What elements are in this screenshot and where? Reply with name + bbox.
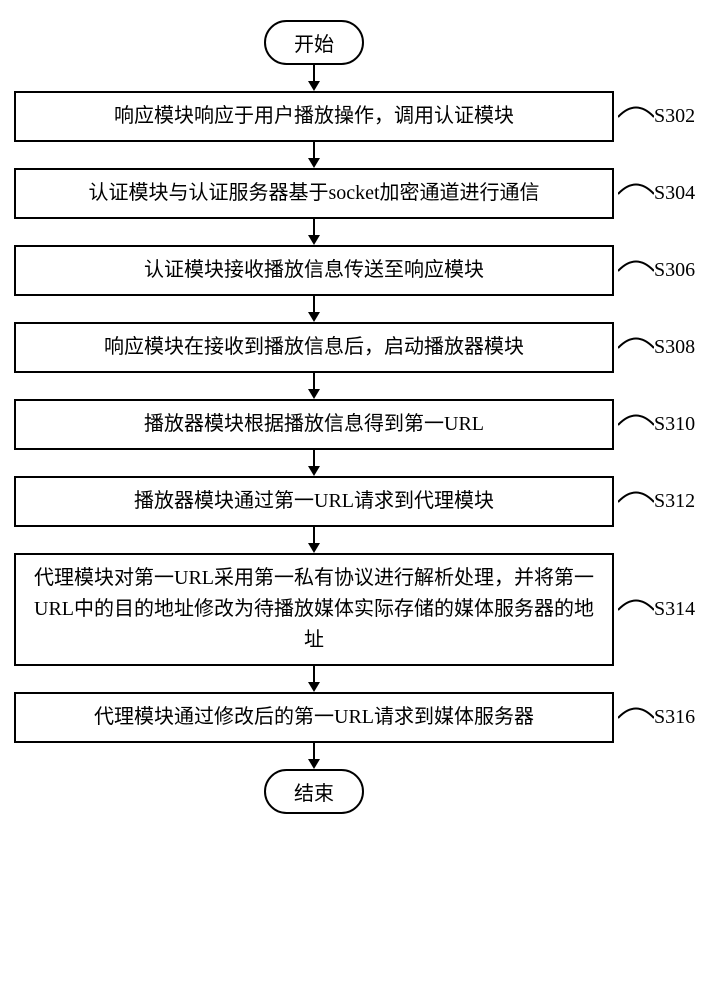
step-label: S310 (618, 410, 695, 440)
step-label: S312 (618, 487, 695, 517)
step-id: S308 (654, 336, 695, 359)
step-label: S314 (618, 595, 695, 625)
step-row: 播放器模块通过第一URL请求到代理模块 S312 (14, 476, 714, 527)
terminal-end: 结束 (264, 769, 364, 814)
step-id: S304 (654, 182, 695, 205)
step-label: S302 (618, 102, 695, 132)
arrow (14, 65, 614, 91)
process-box: 代理模块对第一URL采用第一私有协议进行解析处理，并将第一URL中的目的地址修改… (14, 553, 614, 666)
process-box: 代理模块通过修改后的第一URL请求到媒体服务器 (14, 692, 614, 743)
arrow (14, 296, 614, 322)
step-label: S316 (618, 703, 695, 733)
process-box: 响应模块响应于用户播放操作，调用认证模块 (14, 91, 614, 142)
arrow (14, 142, 614, 168)
step-row: 认证模块接收播放信息传送至响应模块 S306 (14, 245, 714, 296)
step-id: S316 (654, 706, 695, 729)
arrow (14, 373, 614, 399)
step-row: 播放器模块根据播放信息得到第一URL S310 (14, 399, 714, 450)
step-id: S314 (654, 598, 695, 621)
arrow (14, 666, 614, 692)
step-id: S302 (654, 105, 695, 128)
process-box: 认证模块接收播放信息传送至响应模块 (14, 245, 614, 296)
center-column: 开始 (14, 20, 614, 91)
flowchart-container: 开始 响应模块响应于用户播放操作，调用认证模块 S302 认证模块与认证服务器基… (14, 20, 714, 814)
step-row: 认证模块与认证服务器基于socket加密通道进行通信 S304 (14, 168, 714, 219)
process-box: 播放器模块通过第一URL请求到代理模块 (14, 476, 614, 527)
flow-column: 开始 响应模块响应于用户播放操作，调用认证模块 S302 认证模块与认证服务器基… (14, 20, 714, 814)
step-row: 响应模块在接收到播放信息后，启动播放器模块 S308 (14, 322, 714, 373)
step-label: S306 (618, 256, 695, 286)
step-label: S308 (618, 333, 695, 363)
arrow (14, 450, 614, 476)
step-id: S306 (654, 259, 695, 282)
arrow (14, 743, 614, 769)
step-label: S304 (618, 179, 695, 209)
arrow (14, 527, 614, 553)
step-row: 代理模块对第一URL采用第一私有协议进行解析处理，并将第一URL中的目的地址修改… (14, 553, 714, 666)
process-box: 响应模块在接收到播放信息后，启动播放器模块 (14, 322, 614, 373)
step-row: 响应模块响应于用户播放操作，调用认证模块 S302 (14, 91, 714, 142)
step-id: S312 (654, 490, 695, 513)
process-box: 播放器模块根据播放信息得到第一URL (14, 399, 614, 450)
arrow (14, 219, 614, 245)
process-box: 认证模块与认证服务器基于socket加密通道进行通信 (14, 168, 614, 219)
step-id: S310 (654, 413, 695, 436)
step-row: 代理模块通过修改后的第一URL请求到媒体服务器 S316 (14, 692, 714, 743)
terminal-start: 开始 (264, 20, 364, 65)
center-column-end: 结束 (14, 743, 614, 814)
